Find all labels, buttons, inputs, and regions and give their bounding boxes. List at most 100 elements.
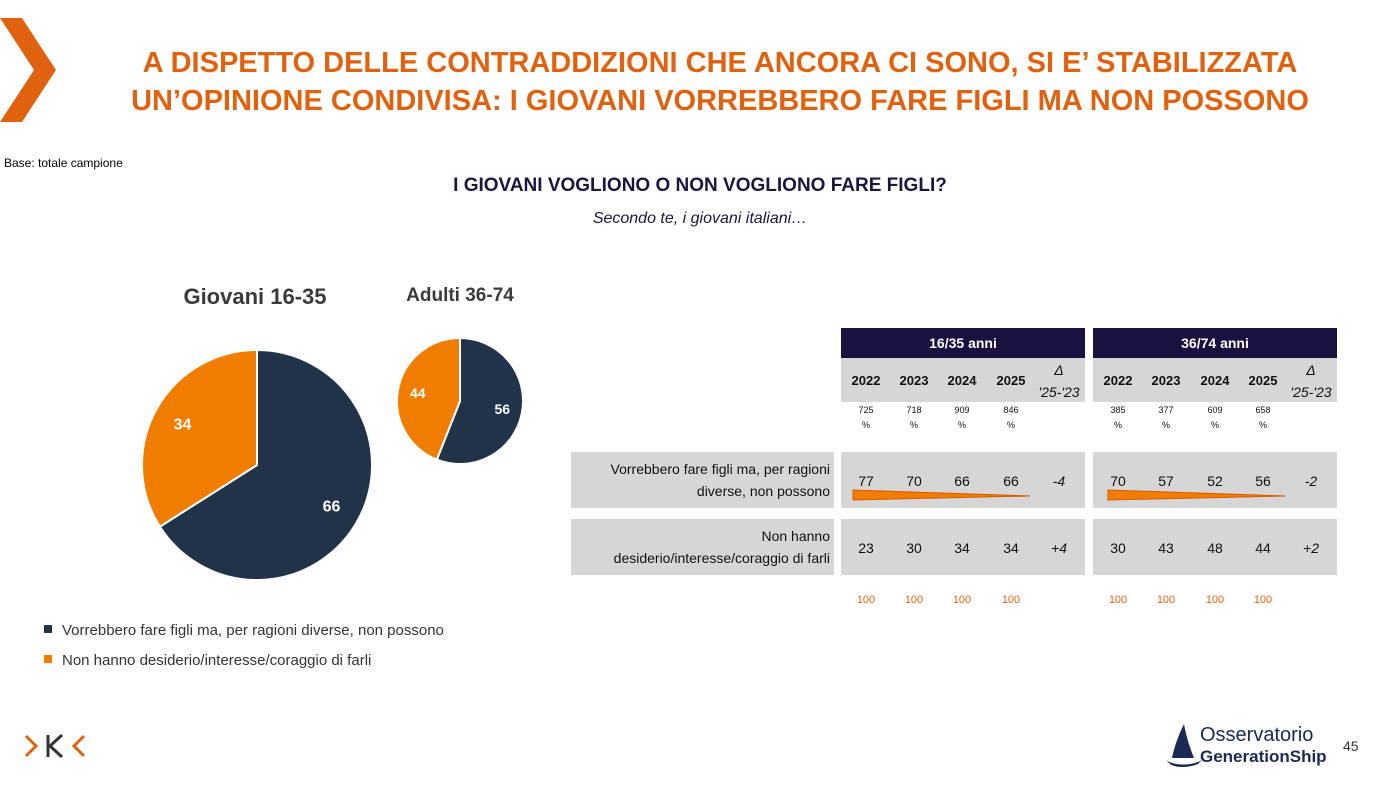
base-count-36-74: 385 xyxy=(1110,405,1126,415)
question-subtitle: Secondo te, i giovani italiani… xyxy=(592,210,808,227)
year-header-36-74: 2025 xyxy=(1248,373,1278,388)
value-cell-36-74-row2: 30 xyxy=(1110,540,1126,556)
value-cell-36-74-row1: 56 xyxy=(1255,473,1271,489)
value-cell-36-74-row2: 48 xyxy=(1207,540,1223,556)
base-count-36-74: 377 xyxy=(1158,405,1174,415)
pie-adulti-non-hanno-slice xyxy=(396,336,461,461)
pct-symbol-16-35: % xyxy=(909,420,918,430)
year-header-36-74: 2023 xyxy=(1151,373,1181,388)
legend-item-non-hanno: Non hanno desiderio/interesse/coraggio d… xyxy=(44,652,371,669)
value-cell-16-35-row1: 70 xyxy=(906,473,922,489)
base-count-16-35: 909 xyxy=(954,405,970,415)
delta-cell-36-74-row1: -2 xyxy=(1304,473,1318,489)
pct-symbol-36-74: % xyxy=(1210,420,1219,430)
sailboat-icon xyxy=(1166,724,1202,767)
total-cell-36-74: 100 xyxy=(1156,594,1176,606)
value-cell-16-35-row2: 34 xyxy=(954,540,970,556)
base-count-16-35: 725 xyxy=(858,405,874,415)
pie-adulti-non-hanno-label: 44 xyxy=(410,385,426,401)
total-cell-36-74: 100 xyxy=(1205,594,1225,606)
title-line-1: A DISPETTO DELLE CONTRADDIZIONI CHE ANCO… xyxy=(142,47,1298,79)
trend-wedge-36-74 xyxy=(1107,489,1286,501)
title-line-2: UN’OPINIONE CONDIVISA: I GIOVANI VORREBB… xyxy=(131,85,1309,117)
question-title: I GIOVANI VOGLIONO O NON VOGLIONO FARE F… xyxy=(453,175,947,196)
delta-cell-16-35-row2: +4 xyxy=(1051,540,1067,556)
pct-symbol-36-74: % xyxy=(1113,420,1122,430)
row-label-non-hanno: Non hanno desiderio/interesse/coraggio d… xyxy=(575,525,830,569)
total-cell-36-74: 100 xyxy=(1253,594,1273,606)
total-cell-16-35: 100 xyxy=(904,594,924,606)
pct-symbol-16-35: % xyxy=(1006,420,1015,430)
base-note: Base: totale campione xyxy=(4,156,123,170)
total-cell-16-35: 100 xyxy=(952,594,972,606)
legend-label: Vorrebbero fare figli ma, per ragioni di… xyxy=(62,622,444,639)
trend-wedge-16-35 xyxy=(852,489,1031,501)
base-count-16-35: 846 xyxy=(1003,405,1019,415)
kkienn-logo xyxy=(24,733,86,759)
total-cell-36-74: 100 xyxy=(1108,594,1128,606)
total-cell-16-35: 100 xyxy=(1001,594,1021,606)
value-cell-16-35-row2: 34 xyxy=(1003,540,1019,556)
pie-giovani-vorrebbero-label: 66 xyxy=(323,499,341,516)
legend-swatch-orange xyxy=(44,655,52,664)
pie-giovani-non-hanno-slice xyxy=(141,348,258,529)
delta-cell-16-35-row1: -4 xyxy=(1052,473,1066,489)
base-count-16-35: 718 xyxy=(906,405,922,415)
value-cell-36-74-row2: 44 xyxy=(1255,540,1271,556)
group-header-36-74: 36/74 anni xyxy=(1093,328,1337,358)
value-cell-16-35-row1: 66 xyxy=(1003,473,1019,489)
row-label-line: desiderio/interesse/coraggio di farli xyxy=(613,550,830,566)
legend-label: Non hanno desiderio/interesse/coraggio d… xyxy=(62,652,372,669)
row-label-bg-2 xyxy=(571,519,834,575)
base-count-36-74: 609 xyxy=(1207,405,1223,415)
total-cell-16-35: 100 xyxy=(856,594,876,606)
year-header-16-35: 2023 xyxy=(899,373,929,388)
corner-chevron-logo xyxy=(0,18,56,122)
value-cell-36-74-row1: 70 xyxy=(1110,473,1126,489)
legend-swatch-navy xyxy=(44,625,52,634)
value-cell-16-35-row1: 77 xyxy=(858,473,874,489)
value-cell-16-35-row2: 30 xyxy=(906,540,922,556)
page-title: A DISPETTO DELLE CONTRADDIZIONI CHE ANCO… xyxy=(100,44,1340,120)
brand-generationship: GenerationShip xyxy=(1200,747,1327,766)
pie-giovani: 66 34 xyxy=(141,348,373,581)
year-band-36-74 xyxy=(1093,358,1337,402)
delta-symbol-36-74: Δ xyxy=(1306,362,1316,378)
delta-period-36-74: '25-'23 xyxy=(1290,384,1332,400)
value-cell-36-74-row2: 43 xyxy=(1158,540,1174,556)
year-header-16-35: 2024 xyxy=(947,373,977,388)
pct-symbol-16-35: % xyxy=(861,420,870,430)
pie-adulti: 56 44 xyxy=(396,336,524,465)
value-cell-16-35-row2: 23 xyxy=(858,540,874,556)
row-label-line: Non hanno xyxy=(761,528,830,544)
pie-giovani-vorrebbero-slice xyxy=(158,348,373,581)
pie-adulti-vorrebbero-slice xyxy=(435,336,524,465)
pct-symbol-36-74: % xyxy=(1161,420,1170,430)
year-header-36-74: 2024 xyxy=(1200,373,1230,388)
value-cell-36-74-row1: 52 xyxy=(1207,473,1223,489)
value-cell-36-74-row1: 57 xyxy=(1158,473,1174,489)
row-label-bg-1 xyxy=(571,452,834,508)
row-bg-2a xyxy=(841,519,1085,575)
delta-period-16-35: '25-'23 xyxy=(1038,384,1080,400)
delta-symbol-16-35: Δ xyxy=(1054,362,1064,378)
year-header-16-35: 2022 xyxy=(851,373,881,388)
pie-adulti-vorrebbero-label: 56 xyxy=(494,401,510,417)
row-label-line: Vorrebbero fare figli ma, per ragioni xyxy=(610,461,830,477)
pct-symbol-36-74: % xyxy=(1258,420,1267,430)
year-header-16-35: 2025 xyxy=(996,373,1026,388)
osservatorio-logo: Osservatorio GenerationShip xyxy=(1164,722,1334,770)
brand-osservatorio: Osservatorio xyxy=(1200,724,1314,746)
row-label-line: diverse, non possono xyxy=(696,483,830,499)
group-header-16-35: 16/35 anni xyxy=(841,328,1085,358)
pct-symbol-16-35: % xyxy=(957,420,966,430)
value-cell-16-35-row1: 66 xyxy=(954,473,970,489)
base-count-36-74: 658 xyxy=(1255,405,1271,415)
pie-charts: 66 34 56 44 xyxy=(141,336,524,581)
row-label-vorrebbero: Vorrebbero fare figli ma, per ragioni di… xyxy=(575,458,830,502)
year-band-16-35 xyxy=(841,358,1085,402)
pie-title-adulti: Adulti 36-74 xyxy=(406,285,514,306)
pie-giovani-non-hanno-label: 34 xyxy=(174,417,192,434)
